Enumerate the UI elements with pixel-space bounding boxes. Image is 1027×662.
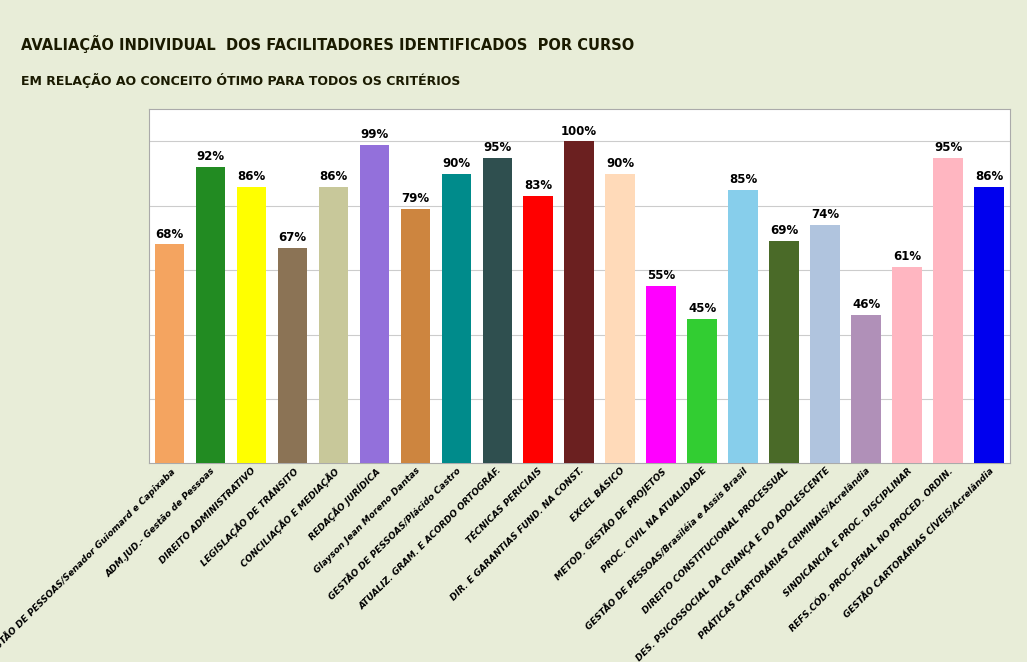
Bar (892, 267, 922, 463)
Bar (277, 248, 307, 463)
Text: 95%: 95% (934, 140, 962, 154)
Bar (318, 187, 348, 463)
Bar (851, 315, 881, 463)
Bar (401, 209, 430, 463)
Text: AVALIAÇÃO INDIVIDUAL  DOS FACILITADORES IDENTIFICADOS  POR CURSO: AVALIAÇÃO INDIVIDUAL DOS FACILITADORES I… (22, 35, 635, 53)
Text: 46%: 46% (852, 299, 880, 311)
Bar (155, 244, 184, 463)
Text: 83%: 83% (524, 179, 553, 192)
Text: 99%: 99% (360, 128, 388, 141)
Bar (483, 158, 512, 463)
Text: 90%: 90% (606, 157, 635, 169)
Bar (565, 142, 594, 463)
Text: 74%: 74% (811, 209, 839, 221)
Bar (195, 167, 225, 463)
Text: 92%: 92% (196, 150, 225, 164)
Bar (975, 187, 1003, 463)
Text: 69%: 69% (770, 224, 798, 238)
Text: 45%: 45% (688, 302, 716, 314)
Text: 85%: 85% (729, 173, 757, 186)
Bar (810, 225, 840, 463)
Bar (359, 145, 389, 463)
Bar (646, 287, 676, 463)
Text: 95%: 95% (483, 140, 511, 154)
Text: 86%: 86% (237, 169, 266, 183)
Bar (687, 318, 717, 463)
Text: 90%: 90% (443, 157, 470, 169)
Text: 68%: 68% (155, 228, 184, 240)
Bar (236, 187, 266, 463)
Text: 79%: 79% (402, 192, 429, 205)
Text: 67%: 67% (278, 231, 306, 244)
Bar (442, 173, 471, 463)
Text: 61%: 61% (893, 250, 921, 263)
Text: EM RELAÇÃO AO CONCEITO ÓTIMO PARA TODOS OS CRITÉRIOS: EM RELAÇÃO AO CONCEITO ÓTIMO PARA TODOS … (22, 73, 460, 88)
Bar (524, 196, 553, 463)
Text: 100%: 100% (561, 124, 598, 138)
Text: 55%: 55% (647, 269, 676, 283)
Bar (769, 241, 799, 463)
Bar (606, 173, 635, 463)
Bar (934, 158, 963, 463)
Text: 86%: 86% (319, 169, 347, 183)
Text: 86%: 86% (975, 169, 1003, 183)
Bar (728, 190, 758, 463)
